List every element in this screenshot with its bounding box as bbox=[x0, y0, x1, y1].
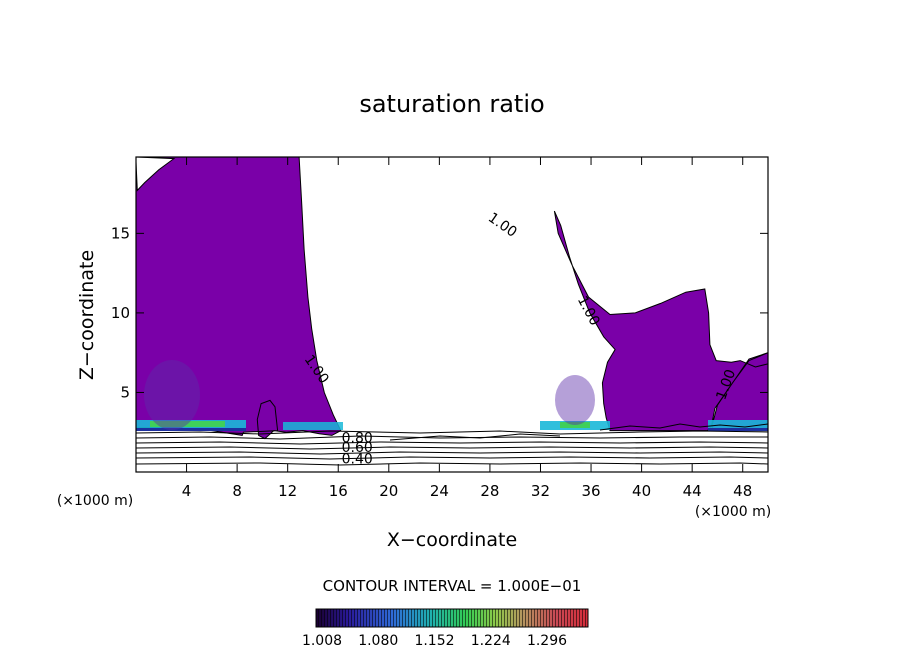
x-tick-label: 36 bbox=[581, 482, 600, 500]
y-axis-title: Z−coordinate bbox=[76, 250, 98, 380]
x-unit-label-left: (×1000 m) bbox=[57, 493, 133, 509]
x-tick-label: 28 bbox=[480, 482, 499, 500]
supersaturated-region-1 bbox=[136, 157, 342, 440]
x-axis: 4 8 12 16 20 24 28 32 36 40 44 48 bbox=[182, 157, 752, 500]
x-unit-label-right: (×1000 m) bbox=[695, 504, 771, 520]
x-tick-label: 32 bbox=[531, 482, 550, 500]
x-tick-label: 20 bbox=[379, 482, 398, 500]
contour-label: 0.40 bbox=[342, 451, 373, 467]
y-tick-label: 15 bbox=[111, 224, 130, 242]
color-bar bbox=[315, 608, 589, 628]
y-axis: 5 10 15 bbox=[111, 224, 768, 401]
plot-area: 1.001.001.001.000.800.600.40 bbox=[136, 157, 768, 467]
x-tick-label: 16 bbox=[329, 482, 348, 500]
x-tick-label: 4 bbox=[182, 482, 192, 500]
cloud-band-center-green bbox=[560, 422, 590, 428]
contour-label: 0.60 bbox=[342, 440, 373, 456]
cloud-band-blue bbox=[136, 428, 246, 431]
color-bar-tick-label: 1.152 bbox=[414, 633, 454, 649]
chart-title: saturation ratio bbox=[359, 90, 544, 118]
x-tick-label: 8 bbox=[232, 482, 242, 500]
x-tick-label: 44 bbox=[683, 482, 702, 500]
cloud-band-right-blue bbox=[708, 428, 768, 431]
contour-interval: CONTOUR INTERVAL = 1.000E−01 bbox=[323, 577, 582, 595]
cloud-base-bands bbox=[136, 360, 768, 431]
cloud-band-mid bbox=[283, 422, 343, 430]
y-tick-label: 5 bbox=[120, 383, 130, 401]
color-bar-frame bbox=[315, 608, 589, 628]
color-bar-stripes bbox=[316, 609, 588, 627]
color-bar-tick-label: 1.080 bbox=[358, 633, 398, 649]
cloud-core-center bbox=[555, 375, 595, 425]
color-bar-labels: 1.008 1.080 1.152 1.224 1.296 bbox=[302, 633, 567, 649]
color-bar-tick-label: 1.008 bbox=[302, 633, 342, 649]
y-tick-label: 10 bbox=[111, 304, 130, 322]
cloud-core-left bbox=[144, 360, 200, 430]
x-tick-label: 12 bbox=[278, 482, 297, 500]
color-bar-tick-label: 1.224 bbox=[471, 633, 511, 649]
plot-frame bbox=[135, 156, 769, 473]
x-tick-label: 24 bbox=[430, 482, 449, 500]
contour-label: 1.00 bbox=[485, 210, 520, 241]
x-tick-label: 48 bbox=[733, 482, 752, 500]
contour-label: 0.80 bbox=[342, 431, 373, 447]
cloud-band-green bbox=[150, 421, 225, 427]
contour-label: 1.00 bbox=[574, 294, 603, 329]
color-bar-tick-label: 1.296 bbox=[527, 633, 567, 649]
x-axis-title: X−coordinate bbox=[387, 529, 517, 551]
x-tick-label: 40 bbox=[632, 482, 651, 500]
supersaturated-regions bbox=[136, 157, 768, 440]
subsaturated-contours bbox=[136, 423, 768, 466]
cloud-band-right bbox=[708, 420, 768, 429]
